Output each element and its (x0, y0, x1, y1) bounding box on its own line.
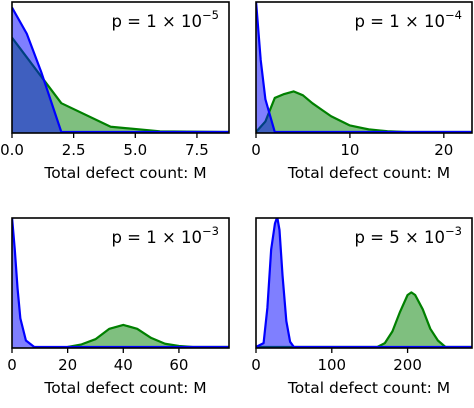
x-tick-label: 100 (317, 356, 346, 374)
x-tick-label: 2.5 (62, 141, 86, 159)
series-1-area (256, 218, 472, 348)
x-tick-label: 0 (251, 141, 261, 159)
series-1-line (12, 7, 229, 133)
series-1-area (12, 7, 229, 133)
panel-title-exponent: −3 (445, 224, 462, 238)
series-1-line (12, 218, 229, 348)
panel-4: 0 100 200 Total defect count: M p = 5 × 10−3 (251, 217, 473, 397)
panel-title-exponent: −3 (202, 224, 219, 238)
axes-frame (11, 1, 230, 134)
panel-title-base: p = 5 × 10 (354, 228, 445, 247)
x-axis-label: Total defect count: M (43, 164, 206, 182)
plot-area (256, 2, 472, 133)
x-axis-label: Total defect count: M (287, 379, 450, 397)
series-2-area (256, 292, 472, 348)
panel-title-exponent: −4 (445, 8, 462, 22)
x-tick-label: 20 (434, 141, 453, 159)
series-1-line (256, 2, 472, 133)
x-tick-label: 200 (393, 356, 422, 374)
x-axis-label: Total defect count: M (43, 379, 206, 397)
axes-frame (255, 1, 473, 134)
x-tick-label: 0 (7, 356, 17, 374)
panel-1: 0.0 2.5 5.0 7.5 Total defect count: M p = 1 ×… (0, 1, 230, 182)
panel-title: p = 1 × 10−5 (111, 8, 219, 31)
plot-area (12, 218, 229, 348)
x-tick-label: 20 (58, 356, 77, 374)
series-2-line (256, 291, 472, 348)
panel-3: 0 20 40 60 Total defect count: M p = 1 × 10−3 (7, 217, 230, 397)
plot-area (12, 7, 229, 133)
series-2-area (256, 91, 472, 133)
panel-title: p = 5 × 10−3 (354, 224, 462, 247)
x-tick-label: 7.5 (185, 141, 209, 159)
x-tick-label: 0 (251, 356, 261, 374)
panel-title-exponent: −5 (202, 8, 219, 22)
x-tick-label: 10 (340, 141, 359, 159)
x-tick-label: 5.0 (123, 141, 147, 159)
panel-title-base: p = 1 × 10 (354, 12, 445, 31)
series-2-area (12, 37, 229, 133)
x-tick-label: 0.0 (0, 141, 24, 159)
plot-area (256, 218, 472, 348)
panel-title: p = 1 × 10−4 (354, 8, 462, 31)
panel-title-base: p = 1 × 10 (111, 12, 202, 31)
panel-title-base: p = 1 × 10 (111, 228, 202, 247)
axes-frame (11, 217, 230, 349)
axes-frame (255, 217, 473, 349)
x-tick-label: 60 (169, 356, 188, 374)
x-tick-label: 40 (114, 356, 133, 374)
panel-title: p = 1 × 10−3 (111, 224, 219, 247)
x-axis-label: Total defect count: M (287, 164, 450, 182)
series-1-line (256, 218, 472, 348)
panel-2: 0 10 20 Total defect count: M p = 1 × 10−4 (251, 1, 473, 182)
